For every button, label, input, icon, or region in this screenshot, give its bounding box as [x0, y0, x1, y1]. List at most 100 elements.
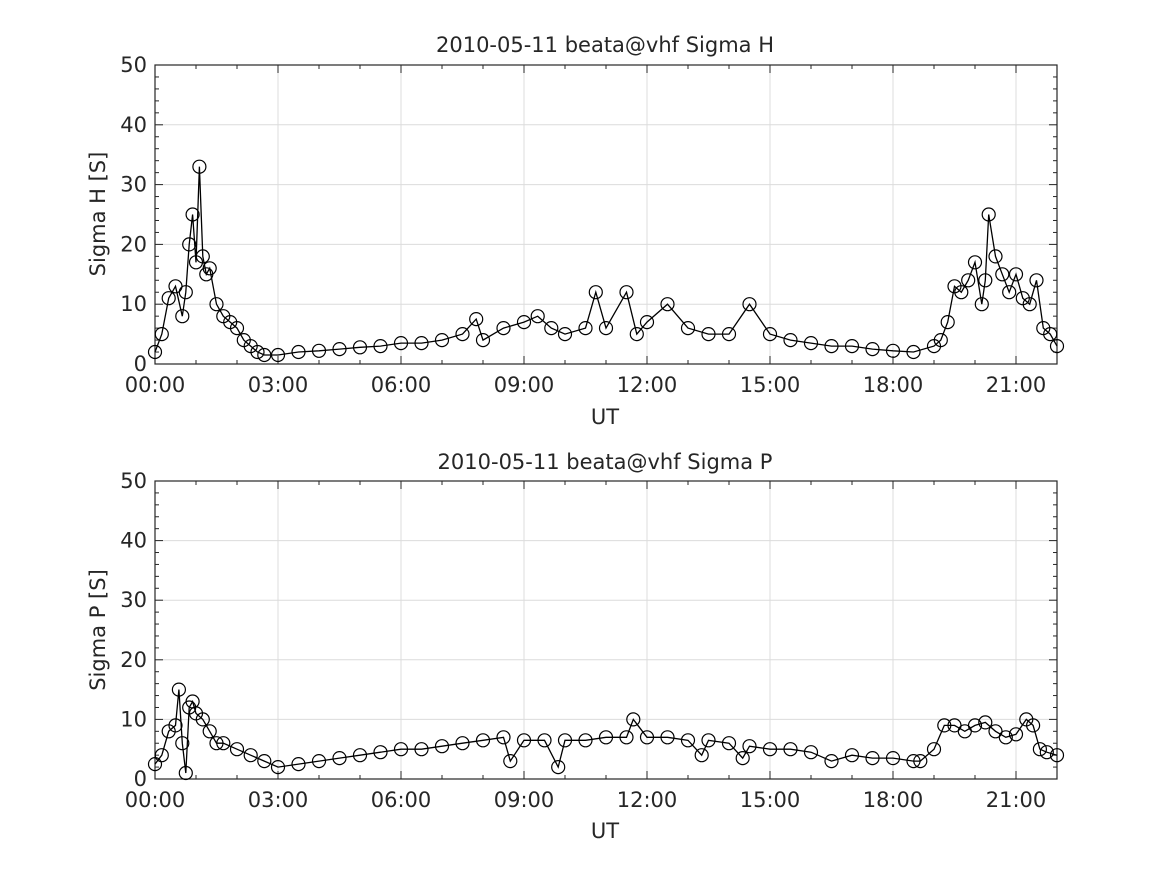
sigma-h-ytick-label: 40: [120, 113, 147, 137]
sigma-p-data-point: [885, 750, 901, 766]
sigma-h-ytick-label: 0: [134, 352, 147, 376]
sigma-p-data-point: [171, 682, 186, 697]
sigma-p-data-point: [762, 742, 778, 757]
sigma-p-data-point: [639, 730, 655, 745]
sigma-h-data-point: [721, 327, 737, 342]
sigma-h-title: 2010-05-11 beata@vhf Sigma H: [436, 33, 774, 57]
sigma-p-ylabel: Sigma P [S]: [86, 569, 110, 691]
sigma-p-data-point: [926, 742, 942, 757]
sigma-h-data-point: [824, 339, 839, 354]
sigma-p-ytick-label: 40: [120, 529, 147, 553]
sigma-p-ytick-label: 30: [120, 588, 147, 612]
sigma-h-data-point: [544, 321, 559, 336]
sigma-p-data-point: [393, 742, 409, 757]
sigma-p-axes-box: [154, 480, 1058, 780]
sigma-p-xtick-label: 06:00: [371, 788, 432, 812]
sigma-h-data-point: [414, 336, 429, 351]
sigma-h-data-point: [154, 327, 169, 342]
sigma-p-data-point: [1032, 742, 1048, 757]
sigma-h-ytick-label: 10: [120, 292, 147, 316]
sigma-h-data-point: [147, 344, 163, 360]
sigma-p-data-point: [434, 739, 450, 754]
sigma-p-data-point: [243, 748, 258, 763]
sigma-p-data-point: [1039, 745, 1054, 760]
sigma-p-data-point: [257, 753, 272, 769]
sigma-h-data-point: [496, 321, 511, 336]
sigma-h-data-point: [352, 340, 368, 355]
sigma-h-data-point: [933, 333, 948, 348]
sigma-h-data-point: [475, 333, 491, 348]
sigma-p-ytick-label: 0: [134, 767, 147, 791]
sigma-p-data-point: [735, 750, 750, 766]
sigma-h-panel: 2010-05-11 beata@vhf Sigma H UT Sigma H …: [86, 33, 1065, 429]
sigma-p-data-point: [598, 730, 614, 745]
sigma-p-data-point: [496, 730, 511, 745]
sigma-h-data-point: [185, 207, 200, 222]
sigma-p-data-point: [619, 730, 634, 745]
sigma-h-xlabel: UT: [591, 405, 619, 429]
sigma-h-data-point: [229, 321, 245, 336]
sigma-p-ytick-label: 10: [120, 707, 147, 731]
sigma-h-data-point: [639, 315, 655, 330]
sigma-h-data-point: [1043, 327, 1058, 342]
sigma-p-data-point: [557, 733, 573, 748]
sigma-p-data-point: [516, 733, 532, 748]
sigma-p-data-point: [967, 718, 983, 733]
sigma-p-data-point: [332, 750, 347, 766]
sigma-h-data-point: [588, 285, 603, 300]
sigma-p-data-point: [783, 742, 798, 757]
sigma-p-data-point: [270, 759, 286, 775]
sigma-h-xtick-label: 21:00: [986, 373, 1047, 397]
sigma-h-data-point: [332, 342, 347, 357]
sigma-h-data-point: [865, 342, 880, 357]
sigma-p-xtick-label: 09:00: [494, 788, 555, 812]
sigma-h-data-point: [844, 339, 860, 354]
sigma-h-xtick-label: 00:00: [125, 373, 186, 397]
sigma-h-data-point: [742, 297, 757, 312]
sigma-h-xtick-label: 18:00: [863, 373, 924, 397]
sigma-h-data-point: [202, 261, 217, 276]
sigma-p-data-point: [1049, 748, 1065, 763]
sigma-h-data-point: [762, 327, 778, 342]
sigma-h-data-point: [250, 344, 265, 360]
sigma-h-data-point: [469, 312, 484, 327]
sigma-p-data-point: [803, 745, 819, 760]
sigma-p-data-point: [913, 753, 928, 769]
sigma-p-ytick-label: 50: [120, 469, 147, 493]
sigma-h-data-point: [978, 273, 993, 288]
sigma-p-data-point: [178, 765, 193, 781]
sigma-h-xtick-label: 06:00: [371, 373, 432, 397]
sigma-h-data-point: [455, 327, 470, 342]
sigma-p-data-point: [373, 745, 388, 760]
sigma-h-data-point: [598, 321, 614, 336]
sigma-h-series-line: [154, 166, 1058, 356]
sigma-h-xtick-label: 09:00: [494, 373, 555, 397]
sigma-p-data-point: [578, 733, 593, 748]
sigma-h-data-point: [995, 267, 1010, 282]
sigma-h-ytick-label: 20: [120, 232, 147, 256]
sigma-p-data-point: [229, 742, 245, 757]
sigma-p-data-point: [978, 715, 993, 730]
sigma-p-data-point: [216, 736, 231, 751]
sigma-h-data-point: [988, 249, 1003, 264]
sigma-p-data-point: [154, 748, 169, 763]
sigma-h-data-point: [954, 285, 969, 300]
sigma-h-xtick-label: 12:00: [617, 373, 678, 397]
sigma-h-data-point: [1049, 339, 1065, 354]
sigma-h-data-point: [961, 273, 976, 288]
sigma-p-data-point: [147, 756, 163, 772]
sigma-h-ylabel: Sigma H [S]: [86, 152, 110, 277]
sigma-h-data-point: [940, 315, 955, 330]
sigma-p-data-point: [937, 718, 952, 733]
sigma-h-data-point: [981, 207, 996, 222]
sigma-p-data-point: [680, 733, 696, 748]
sigma-p-data-point: [824, 753, 839, 769]
sigma-p-ytick-label: 20: [120, 648, 147, 672]
sigma-h-data-point: [393, 336, 409, 351]
sigma-p-data-point: [742, 739, 757, 754]
sigma-h-data-point: [530, 309, 545, 324]
sigma-h-data-point: [373, 339, 388, 354]
sigma-h-data-point: [906, 344, 921, 360]
sigma-p-xlabel: UT: [591, 819, 619, 843]
sigma-h-data-point: [1029, 273, 1044, 288]
